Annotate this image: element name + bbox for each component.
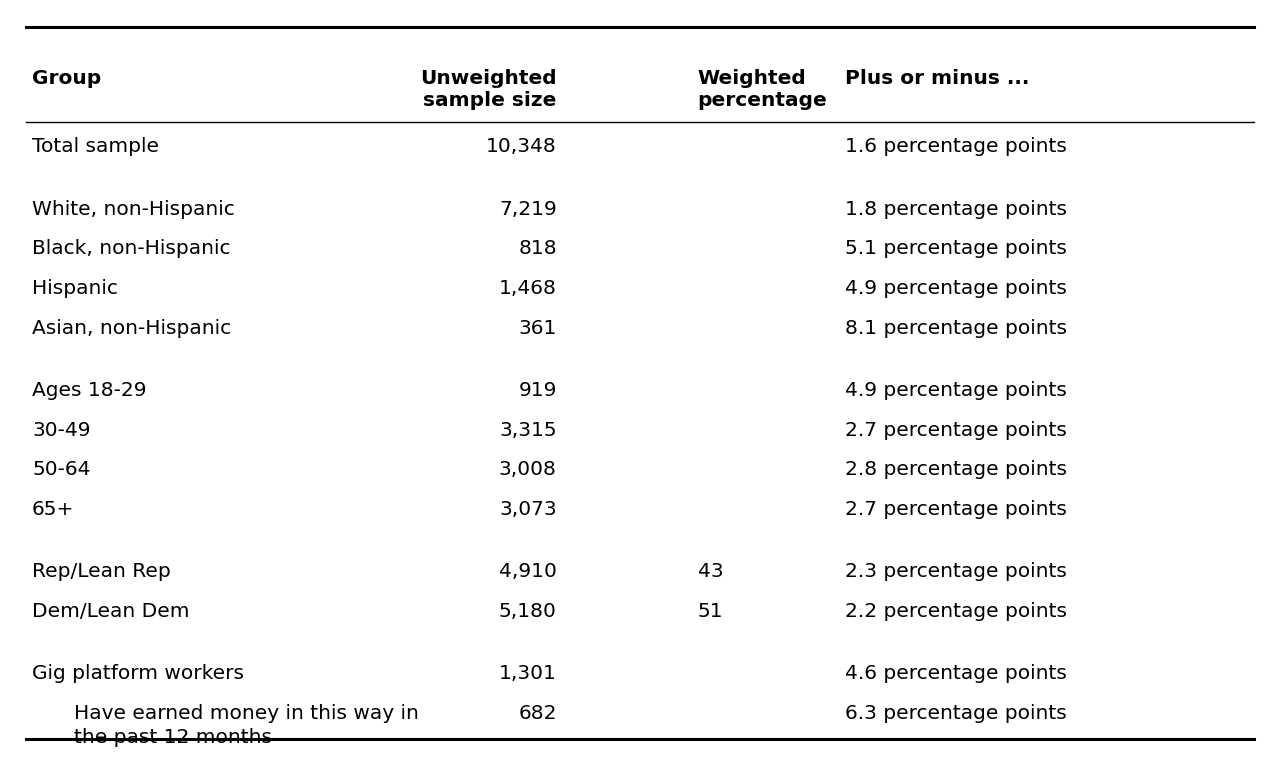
Text: 4.6 percentage points: 4.6 percentage points (845, 664, 1066, 684)
Text: 43: 43 (698, 562, 723, 581)
Text: 50-64: 50-64 (32, 460, 91, 479)
Text: 2.7 percentage points: 2.7 percentage points (845, 421, 1066, 440)
Text: 10,348: 10,348 (486, 137, 557, 156)
Text: Black, non-Hispanic: Black, non-Hispanic (32, 239, 230, 258)
Text: 30-49: 30-49 (32, 421, 91, 440)
Text: 2.2 percentage points: 2.2 percentage points (845, 602, 1066, 621)
Text: 361: 361 (518, 319, 557, 338)
Text: Hispanic: Hispanic (32, 279, 118, 298)
Text: 4.9 percentage points: 4.9 percentage points (845, 279, 1066, 298)
Text: 2.8 percentage points: 2.8 percentage points (845, 460, 1066, 479)
Text: 3,315: 3,315 (499, 421, 557, 440)
Text: Rep/Lean Rep: Rep/Lean Rep (32, 562, 170, 581)
Text: 51: 51 (698, 602, 723, 621)
Text: Group: Group (32, 69, 101, 88)
Text: 1,301: 1,301 (499, 664, 557, 684)
Text: 8.1 percentage points: 8.1 percentage points (845, 319, 1066, 338)
Text: 3,073: 3,073 (499, 500, 557, 519)
Text: Dem/Lean Dem: Dem/Lean Dem (32, 602, 189, 621)
Text: 682: 682 (518, 704, 557, 723)
Text: Plus or minus ...: Plus or minus ... (845, 69, 1029, 88)
Text: White, non-Hispanic: White, non-Hispanic (32, 200, 234, 219)
Text: 4.9 percentage points: 4.9 percentage points (845, 381, 1066, 400)
Text: Have earned money in this way in
the past 12 months: Have earned money in this way in the pas… (74, 704, 419, 747)
Text: Ages 18-29: Ages 18-29 (32, 381, 146, 400)
Text: Total sample: Total sample (32, 137, 159, 156)
Text: 3,008: 3,008 (499, 460, 557, 479)
Text: 5,180: 5,180 (499, 602, 557, 621)
Text: 2.7 percentage points: 2.7 percentage points (845, 500, 1066, 519)
Text: 5.1 percentage points: 5.1 percentage points (845, 239, 1066, 258)
Text: 65+: 65+ (32, 500, 74, 519)
Text: 919: 919 (518, 381, 557, 400)
Text: 7,219: 7,219 (499, 200, 557, 219)
Text: Unweighted
sample size: Unweighted sample size (420, 69, 557, 110)
Text: 2.3 percentage points: 2.3 percentage points (845, 562, 1066, 581)
Text: 818: 818 (518, 239, 557, 258)
Text: 6.3 percentage points: 6.3 percentage points (845, 704, 1066, 723)
Text: 1.8 percentage points: 1.8 percentage points (845, 200, 1066, 219)
Text: 4,910: 4,910 (499, 562, 557, 581)
Text: Asian, non-Hispanic: Asian, non-Hispanic (32, 319, 232, 338)
Text: Weighted
percentage: Weighted percentage (698, 69, 827, 110)
Text: Gig platform workers: Gig platform workers (32, 664, 244, 684)
Text: 1.6 percentage points: 1.6 percentage points (845, 137, 1066, 156)
Text: 1,468: 1,468 (499, 279, 557, 298)
